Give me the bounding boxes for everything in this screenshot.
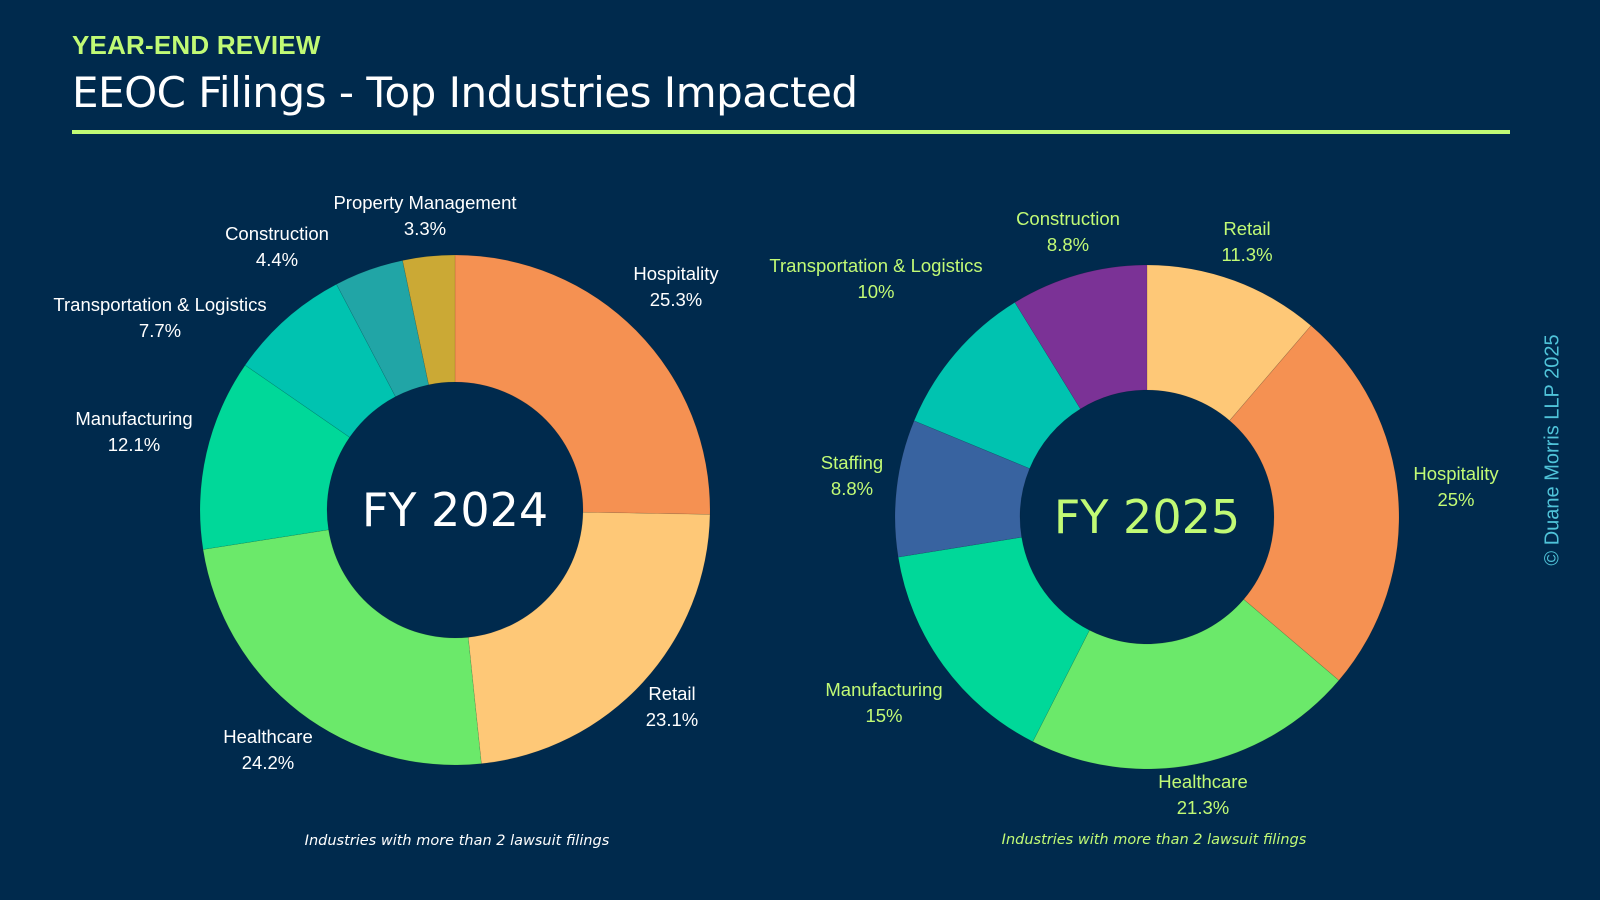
slice-transportation-and-logistics	[913, 301, 1081, 469]
slice-label-manufacturing: Manufacturing	[825, 679, 942, 700]
slice-retail	[467, 511, 711, 764]
slice-label-construction: Construction	[1016, 208, 1120, 229]
slice-healthcare	[202, 529, 482, 766]
slice-label-healthcare: Healthcare	[1158, 771, 1247, 792]
slice-value-manufacturing: 15%	[865, 705, 902, 726]
slice-label-manufacturing: Manufacturing	[75, 408, 192, 429]
slice-staffing	[894, 420, 1031, 558]
slice-label-transportation-and-logistics: Transportation & Logistics	[53, 294, 266, 315]
slice-value-hospitality: 25.3%	[650, 289, 702, 310]
slice-label-hospitality: Hospitality	[1413, 463, 1499, 484]
slice-hospitality	[454, 254, 711, 515]
center-label: FY 2025	[1054, 490, 1240, 544]
slice-label-property-management: Property Management	[333, 192, 516, 213]
slice-retail	[1146, 264, 1312, 421]
slice-manufacturing	[897, 536, 1090, 743]
slice-manufacturing	[199, 364, 351, 550]
slice-label-retail: Retail	[648, 683, 695, 704]
slice-label-healthcare: Healthcare	[223, 726, 312, 747]
slice-value-healthcare: 21.3%	[1177, 797, 1229, 818]
slice-value-construction: 8.8%	[1047, 234, 1089, 255]
slice-label-transportation-and-logistics: Transportation & Logistics	[769, 255, 982, 276]
slice-transportation-and-logistics	[244, 283, 396, 438]
slice-healthcare	[1032, 598, 1340, 770]
slice-value-transportation-and-logistics: 10%	[857, 281, 894, 302]
slice-value-hospitality: 25%	[1437, 489, 1474, 510]
slice-value-retail: 23.1%	[646, 709, 698, 730]
slice-value-transportation-and-logistics: 7.7%	[139, 320, 181, 341]
slice-value-retail: 11.3%	[1221, 244, 1272, 265]
slice-label-retail: Retail	[1223, 218, 1270, 239]
slice-value-staffing: 8.8%	[831, 478, 873, 499]
slice-label-hospitality: Hospitality	[633, 263, 719, 284]
title-divider	[72, 130, 1510, 134]
donut-chart-fy2025: Retail 11.3% Hospitality 25% Healthcare 21.3%…	[769, 208, 1499, 848]
section-eyebrow: YEAR-END REVIEW	[72, 30, 321, 60]
chart-footnote: Industries with more than 2 lawsuit fili…	[1002, 832, 1307, 848]
slice-label-construction: Construction	[225, 223, 329, 244]
slice-construction	[1014, 264, 1148, 410]
slice-hospitality	[1229, 325, 1400, 681]
slice-value-property-management: 3.3%	[404, 218, 446, 239]
slice-value-healthcare: 24.2%	[242, 752, 294, 773]
center-label: FY 2024	[362, 483, 548, 537]
donut-chart-fy2024: Hospitality 25.3% Retail 23.1% Healthcare 24.…	[53, 192, 719, 849]
slice-value-construction: 4.4%	[256, 249, 298, 270]
slice-property-management	[402, 254, 456, 386]
chart-footnote: Industries with more than 2 lawsuit fili…	[305, 833, 610, 849]
slice-label-staffing: Staffing	[821, 452, 883, 473]
page-title: EEOC Filings - Top Industries Impacted	[72, 68, 858, 117]
slice-value-manufacturing: 12.1%	[108, 434, 160, 455]
